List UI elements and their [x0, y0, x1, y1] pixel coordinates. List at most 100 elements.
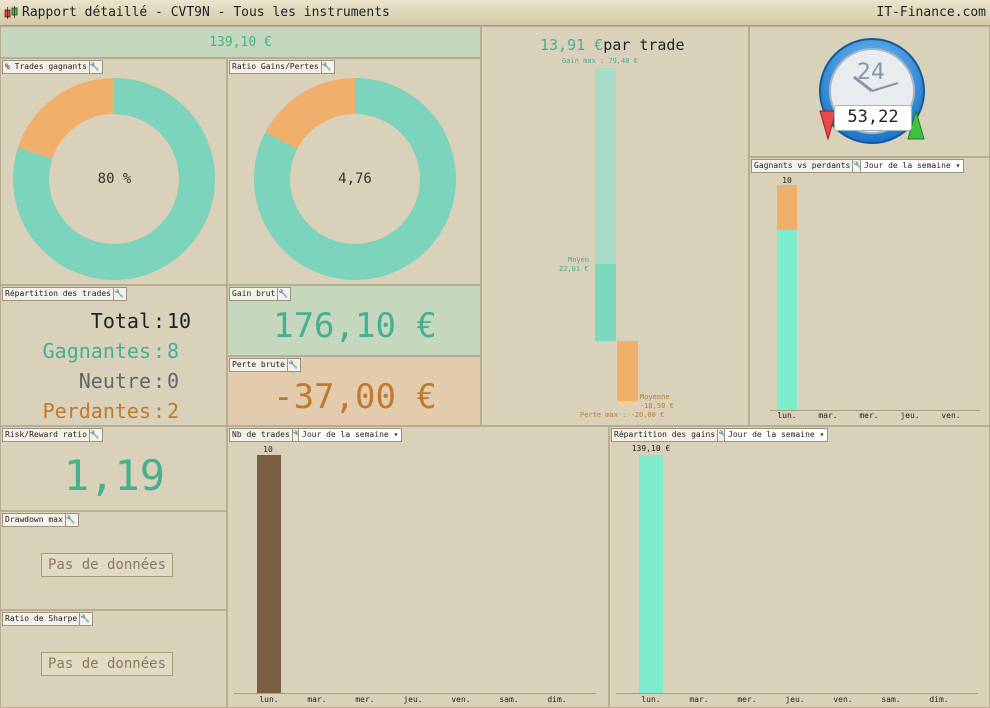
wrench-icon[interactable]: 🔧 [291, 429, 303, 441]
nb-trades-bar-label: 10 [263, 445, 273, 454]
day-tick: dim. [547, 695, 567, 704]
day-tick: mer. [859, 411, 879, 420]
nb-trades-panel: Nb de trades🔧 Jour de la semaine ▾ 10 lu… [227, 426, 609, 708]
nb-trades-title: Nb de trades🔧 [229, 428, 306, 442]
window-titlebar: Rapport détaillé - CVT9N - Tous les inst… [0, 0, 990, 26]
risk-reward-panel: Risk/Reward ratio 🔧 1,19 [0, 426, 227, 511]
moyen-label: Moyen [568, 256, 590, 264]
window-title: Rapport détaillé - CVT9N - Tous les inst… [22, 5, 390, 20]
day-tick: mar. [689, 695, 709, 704]
day-tick: lun. [259, 695, 279, 704]
wrench-icon[interactable]: 🔧 [88, 429, 100, 441]
header-value: 139,10 € [209, 35, 272, 50]
trades-gagnants-panel: % Trades gagnants 🔧 80 % [0, 58, 227, 285]
gagnants-perdants-top-label: 10 [782, 176, 792, 185]
wrench-icon[interactable]: 🔧 [277, 288, 289, 300]
day-tick: lun. [777, 411, 797, 420]
risk-reward-title: Risk/Reward ratio 🔧 [2, 428, 103, 442]
perte-moyenne-bar [617, 341, 638, 405]
trades-gagnants-donut [13, 78, 215, 280]
wrench-icon[interactable]: 🔧 [717, 429, 728, 441]
gain-max-label: Gain max : 79,40 € [562, 57, 638, 65]
drawdown-nodata: Pas de données [41, 553, 174, 577]
moyenne-value: -18,50 € [640, 402, 674, 410]
repartition-gains-select[interactable]: Jour de la semaine ▾ [724, 428, 829, 442]
donut-gain-slice [13, 78, 215, 280]
perdants-bar-lun [777, 185, 797, 230]
par-trade-heading: 13,91 €par trade [540, 36, 685, 54]
moyen-value: 22,01 € [559, 265, 589, 273]
candlestick-icon [4, 6, 18, 19]
gain-max-bar [595, 68, 616, 264]
nb-trades-bar-lun [257, 455, 281, 693]
perte-brute-value: -37,00 € [273, 377, 437, 417]
header-value-panel: 139,10 € [0, 26, 481, 58]
wrench-icon[interactable]: 🔧 [88, 61, 100, 73]
day-tick: jeu. [900, 411, 920, 420]
day-tick: jeu. [403, 695, 423, 704]
perte-brute-title: Perte brute 🔧 [229, 358, 301, 372]
wrench-icon[interactable]: 🔧 [320, 61, 332, 73]
gain-brut-value: 176,10 € [273, 306, 437, 346]
ratio-gains-pertes-donut [254, 78, 456, 280]
repartition-gains-axis [616, 693, 978, 694]
day-tick: mer. [737, 695, 757, 704]
drawdown-title: Drawdown max 🔧 [2, 513, 79, 527]
perte-max-label: Perte max : -20,00 € [580, 411, 665, 419]
repartition-gains-bar-label: 139,10 € [631, 444, 671, 453]
gain-moyen-bar [595, 264, 616, 341]
gagnants-perdants-select[interactable]: Jour de la semaine ▾ [860, 159, 965, 173]
repartition-row-perdantes: Perdantes:2 [42, 399, 180, 423]
sharpe-nodata: Pas de données [41, 652, 174, 676]
ratio-gains-pertes-title: Ratio Gains/Pertes 🔧 [229, 60, 335, 74]
sharpe-panel: Ratio de Sharpe 🔧 Pas de données [0, 610, 227, 708]
donut-gain-slice [254, 78, 456, 280]
clock-value: 53,22 [834, 105, 912, 131]
repartition-gains-panel: Répartition des gains🔧 Jour de la semain… [609, 426, 990, 708]
wrench-icon[interactable]: 🔧 [79, 613, 91, 625]
nb-trades-select[interactable]: Jour de la semaine ▾ [298, 428, 403, 442]
nb-trades-axis [234, 693, 596, 694]
gain-brut-title: Gain brut 🔧 [229, 287, 292, 301]
repartition-list: Total:10 Gagnantes:8 Neutre:0 Perdantes:… [1, 306, 228, 426]
drawdown-panel: Drawdown max 🔧 Pas de données [0, 511, 227, 610]
moyenne-label: Moyenne [640, 393, 670, 401]
clock-number: 24 [857, 60, 885, 85]
ratio-gains-pertes-value: 4,76 [338, 171, 372, 187]
repartition-row-gagnantes: Gagnantes:8 [42, 339, 180, 363]
risk-reward-value: 1,19 [63, 451, 166, 500]
perte-max-bar [617, 401, 638, 405]
repartition-title: Répartition des trades 🔧 [2, 287, 127, 301]
gagnants-perdants-title: Gagnants vs perdants 🔧 [751, 159, 867, 173]
wrench-icon[interactable]: 🔧 [64, 514, 76, 526]
day-tick: sam. [881, 695, 901, 704]
day-tick: lun. [641, 695, 661, 704]
day-tick: ven. [833, 695, 853, 704]
day-tick: sam. [499, 695, 519, 704]
day-tick: dim. [929, 695, 949, 704]
ratio-gains-pertes-panel: Ratio Gains/Pertes 🔧 4,76 [227, 58, 481, 285]
wrench-icon[interactable]: 🔧 [852, 160, 864, 172]
gagnants-perdants-axis [770, 410, 980, 411]
wrench-icon[interactable]: 🔧 [112, 288, 124, 300]
day-tick: ven. [941, 411, 961, 420]
day-tick: jeu. [785, 695, 805, 704]
perte-brute-panel: Perte brute 🔧 -37,00 € [227, 356, 481, 426]
gagnants-bar-lun [777, 230, 797, 410]
day-tick: ven. [451, 695, 471, 704]
day-tick: mar. [818, 411, 838, 420]
repartition-gains-bar-lun [639, 455, 663, 693]
brand-label: IT-Finance.com [876, 5, 986, 20]
gain-brut-panel: Gain brut 🔧 176,10 € [227, 285, 481, 356]
day-tick: mar. [307, 695, 327, 704]
repartition-panel: Répartition des trades 🔧 Total:10 Gagnant… [0, 285, 227, 426]
gagnants-perdants-panel: Gagnants vs perdants 🔧 Jour de la semaine… [749, 157, 990, 426]
sharpe-title: Ratio de Sharpe 🔧 [2, 612, 94, 626]
day-tick: mer. [355, 695, 375, 704]
trades-gagnants-title: % Trades gagnants 🔧 [2, 60, 103, 74]
trades-gagnants-value: 80 % [97, 171, 132, 187]
wrench-icon[interactable]: 🔧 [286, 359, 298, 371]
repartition-row-neutre: Neutre:0 [78, 369, 180, 393]
repartition-row-total: Total:10 [90, 309, 192, 333]
par-trade-panel: 13,91 €par trade Gain max : 79,40 € Moye… [481, 26, 749, 426]
